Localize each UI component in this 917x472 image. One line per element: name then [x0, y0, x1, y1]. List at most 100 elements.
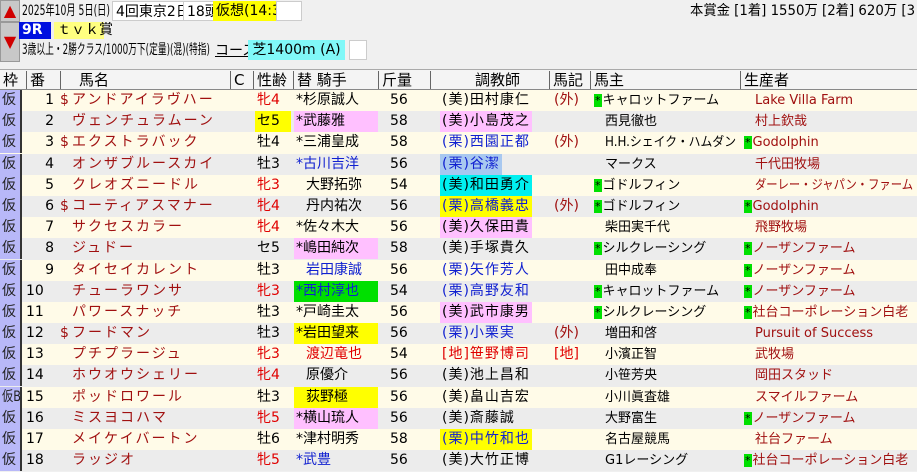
table-row[interactable]: 仮 14 ホウオウシェリー 牝4 原優介 56 (美)池上昌和 小笹芳央 岡田スタッド — [0, 365, 917, 387]
jockey[interactable]: 丹内祐次 — [294, 196, 378, 217]
table-row[interactable]: 仮 9 タイセイカレント 牡3 岩田康誠 56 (栗)矢作芳人 田中成奉 * ノーザンファーム — [0, 259, 917, 281]
trainer[interactable]: (美)田村康仁 — [440, 90, 532, 111]
trainer[interactable]: (栗)谷潔 — [440, 153, 502, 175]
col-waku[interactable]: 枠 — [3, 71, 19, 89]
blank-box-2[interactable] — [349, 40, 367, 60]
col-c[interactable]: C — [230, 71, 244, 89]
trainer[interactable]: [地]笹野博司 — [440, 344, 532, 365]
jockey[interactable]: *古川吉洋 — [294, 154, 378, 175]
jockey[interactable]: *横山琉人 — [294, 407, 378, 429]
sex-age: 牡3 — [255, 387, 291, 408]
trainer[interactable]: (栗)高橋義忠 — [440, 195, 532, 217]
col-num[interactable]: 番 — [26, 71, 45, 89]
jockey[interactable]: *武豊 — [294, 450, 378, 471]
trainer[interactable]: (栗)高野友和 — [440, 281, 532, 302]
table-row[interactable]: 仮B 15 ポッドロワール 牡3 荻野極 56 (美)畠山吉宏 小川眞査雄 スマイルファーム — [0, 386, 917, 408]
sex-age: 牡6 — [255, 429, 291, 450]
next-race-button[interactable]: ▼ — [0, 22, 20, 62]
table-row[interactable]: 仮 17 メイケイバートン 牡6 *津村明秀 58 (栗)中竹和也 名古屋競馬 社台ファーム — [0, 429, 917, 451]
jockey[interactable]: *佐々木大 — [294, 217, 378, 238]
table-row[interactable]: 仮 7 サクセスカラー 牝4 *佐々木大 56 (美)久保田貴 柴田実千代 飛野牧場 — [0, 217, 917, 239]
sex-age-text: 牡4 — [257, 134, 280, 151]
table-row[interactable]: 仮 16 ミスヨコハマ 牝5 *横山琉人 56 (美)斎藤誠 大野富生 * ノーザンファーム — [0, 407, 917, 429]
trainer[interactable]: (美)和田勇介 — [440, 174, 532, 196]
jockey[interactable]: *西村淳也 — [294, 280, 378, 302]
jockey[interactable]: *三浦皇成 — [294, 132, 378, 153]
table-row[interactable]: 仮 12 $ フードマン 牡3 *岩田望来 56 (栗)小栗実 (外) 増田和啓 Pursuit o… — [0, 323, 917, 345]
trainer[interactable]: (栗)中竹和也 — [440, 429, 532, 450]
sex-age: 牝4 — [255, 365, 291, 386]
table-row[interactable]: 仮 4 オンザブルースカイ 牡3 *古川吉洋 56 (栗)谷潔 マークス 千代田牧場 — [0, 153, 917, 175]
trainer[interactable]: (美)小島茂之 — [440, 111, 532, 133]
jockey[interactable]: 荻野極 — [294, 386, 378, 408]
owner-text: 小濱正智 — [605, 347, 658, 363]
jockey[interactable]: *武藤雅 — [294, 111, 378, 133]
horse-number-text: 14 — [26, 367, 44, 384]
owner: 西見徹也 — [592, 111, 659, 132]
owner-text: キャロットファーム — [602, 93, 720, 108]
trainer[interactable]: (美)大竹正博 — [440, 450, 532, 471]
trainer[interactable]: (栗)矢作芳人 — [440, 260, 532, 281]
waku-cell: 仮 — [0, 217, 22, 239]
horse-name: ホウオウシェリー — [70, 365, 228, 386]
green-star-icon: * — [744, 263, 752, 277]
jockey[interactable]: 原優介 — [294, 365, 378, 386]
breeder: 千代田牧場 — [742, 154, 822, 175]
blank-box[interactable] — [276, 1, 302, 21]
horse-number-text: 6 — [45, 197, 54, 214]
col-weight[interactable]: 斤量 — [378, 71, 412, 89]
trainer-text: (栗)谷潔 — [442, 155, 500, 172]
sex-age: 牝4 — [255, 217, 291, 238]
col-owner[interactable]: 馬主 — [590, 71, 624, 89]
trainer[interactable]: (美)斎藤誠 — [440, 408, 517, 429]
jockey[interactable]: 岩田康誠 — [294, 260, 378, 281]
jockey[interactable]: *戸崎圭太 — [294, 302, 378, 323]
jockey[interactable]: *嶋田純次 — [294, 238, 378, 260]
jockey[interactable]: *津村明秀 — [294, 429, 378, 450]
col-jockey[interactable]: 替 騎手 — [293, 71, 347, 89]
weight-text: 56 — [390, 92, 408, 108]
trainer[interactable]: (美)畠山吉宏 — [440, 387, 532, 408]
sex-age-text: 牡3 — [257, 388, 280, 405]
table-row[interactable]: 仮 10 チューラワンサ 牝3 *西村淳也 54 (栗)高野友和 * キャロットファーム * ノーザ… — [0, 280, 917, 302]
table-row[interactable]: 仮 2 ヴェンチュラムーン セ5 *武藤雅 58 (美)小島茂之 西見徹也 村上欽哉 — [0, 111, 917, 133]
col-trainer[interactable]: 調教師 — [430, 71, 520, 89]
table-row[interactable]: 仮 13 プチプラージュ 牝3 渡辺竜也 54 [地]笹野博司 [地] 小濱正智 武牧場 — [0, 344, 917, 366]
horse-number-text: 15 — [26, 388, 44, 405]
jockey[interactable]: 渡辺竜也 — [294, 344, 378, 365]
sex-age: 牡3 — [255, 154, 291, 175]
table-row[interactable]: 仮 1 $ アンドアイラヴハー 牝4 *杉原誠人 56 (美)田村康仁 (外) * キャロットファー… — [0, 90, 917, 112]
table-row[interactable]: 仮 11 パワースナッチ 牡3 *戸崎圭太 56 (美)武市康男 * シルクレーシング * 社台コー… — [0, 301, 917, 324]
table-row[interactable]: 仮 6 $ コーティアスマナー 牝4 丹内祐次 56 (栗)高橋義忠 (外) * ゴドルフィン * Go… — [0, 195, 917, 218]
waku-cell: 仮 — [0, 301, 22, 323]
trainer-text: (栗)西園正都 — [442, 134, 530, 151]
prev-race-button[interactable]: ▲ — [0, 0, 20, 22]
horse-number-text: 4 — [45, 155, 54, 172]
trainer[interactable]: (栗)小栗実 — [440, 323, 517, 344]
table-row[interactable]: 仮 3 $ エクストラバック 牡4 *三浦皇成 58 (栗)西園正都 (外) H.H.シェイク・ハ… — [0, 132, 917, 154]
trainer[interactable]: (美)久保田貴 — [440, 217, 532, 239]
owner: * キャロットファーム — [592, 281, 721, 302]
jockey[interactable]: *岩田望来 — [294, 323, 378, 345]
green-star-icon: * — [594, 305, 602, 319]
breeder-text: Lake Villa Farm — [755, 93, 853, 108]
waku-cell-text: 仮 — [2, 261, 16, 278]
jockey[interactable]: *杉原誠人 — [294, 90, 378, 111]
trainer[interactable]: (栗)西園正都 — [440, 132, 532, 153]
trainer[interactable]: (美)武市康男 — [440, 301, 532, 323]
horse-name: オンザブルースカイ — [70, 154, 228, 175]
jockey[interactable]: 大野拓弥 — [294, 175, 378, 196]
col-mark[interactable]: 馬記 — [549, 71, 583, 89]
col-name[interactable]: 馬名 — [60, 71, 109, 89]
dollar-mark: $ — [58, 132, 71, 153]
jockey-text: *佐々木大 — [296, 219, 359, 236]
table-row[interactable]: 仮 8 ジュドー セ5 *嶋田純次 58 (美)手塚貴久 * シルクレーシング * ノーザンファーム — [0, 238, 917, 260]
dollar-mark-text: $ — [60, 134, 69, 151]
col-sexage[interactable]: 性齢 — [253, 71, 287, 89]
trainer[interactable]: (美)池上昌和 — [440, 365, 532, 386]
col-breeder[interactable]: 生産者 — [740, 71, 789, 89]
trainer[interactable]: (美)手塚貴久 — [440, 238, 532, 259]
table-row[interactable]: 仮 5 クレオズニードル 牝3 大野拓弥 54 (美)和田勇介 * ゴドルフィン ダーレー・ジャパ… — [0, 174, 917, 196]
weight: 54 — [388, 281, 410, 302]
table-row[interactable]: 仮 18 ラッジオ 牝5 *武豊 56 (美)大竹正博 G1レーシング * 社台コーポレーション白… — [0, 450, 917, 472]
